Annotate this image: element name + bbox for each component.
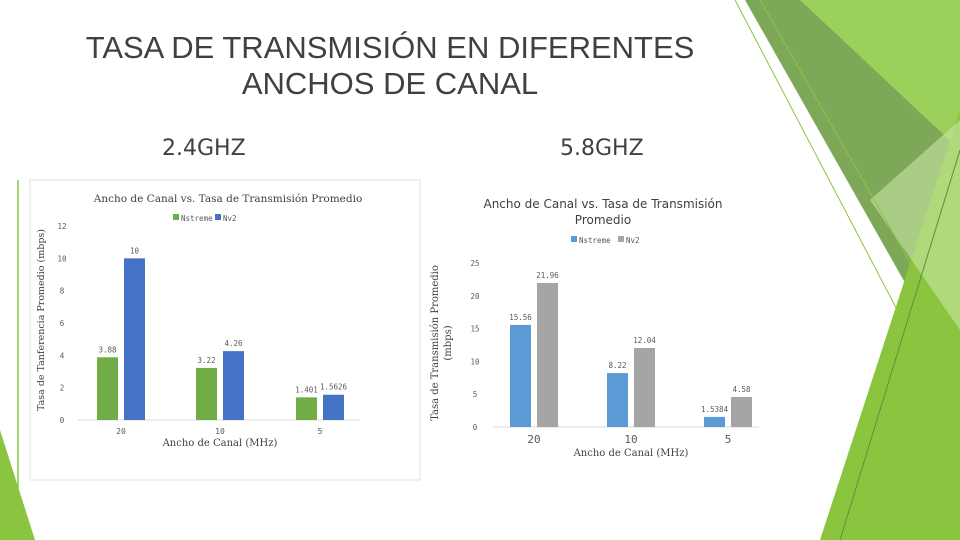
chart-2-data-label: 4.58 bbox=[732, 385, 751, 394]
chart-2-legend: Nstreme Nv2 bbox=[571, 236, 640, 245]
legend-label-nv2: Nv2 bbox=[626, 236, 640, 245]
chart-1-y-tick-label: 2 bbox=[60, 384, 65, 393]
chart-2-data-label: 12.04 bbox=[633, 336, 656, 345]
chart-2-y-axis-label-line-1: Tasa de Transmisión Promedio bbox=[430, 265, 441, 421]
chart-1-x-tick-label: 5 bbox=[318, 427, 323, 436]
chart-1-y-tick-label: 12 bbox=[57, 222, 66, 231]
chart-2-bar-nstreme bbox=[704, 416, 725, 427]
slide-title-line-1: TASA DE TRANSMISIÓN EN DIFERENTES bbox=[85, 30, 695, 65]
slide-title-line-2: ANCHOS DE CANAL bbox=[241, 66, 539, 101]
chart-1-y-axis-label: Tasa de Tanferencia Promedio (mbps) bbox=[36, 229, 47, 411]
chart-1-bar-nstreme bbox=[296, 397, 317, 420]
decor-facet-light bbox=[800, 0, 960, 150]
chart-1-legend: Nstreme Nv2 bbox=[173, 214, 237, 223]
chart-2-bar-nv2 bbox=[634, 348, 655, 427]
chart-1-data-label: 1.5626 bbox=[320, 383, 348, 392]
decor-facet-pale bbox=[870, 120, 960, 330]
chart-1-data-label: 3.22 bbox=[197, 356, 215, 365]
chart-1-y-tick-label: 4 bbox=[60, 351, 65, 360]
chart-2-x-tick-label: 20 bbox=[527, 433, 540, 446]
legend-swatch-nv2 bbox=[618, 236, 624, 242]
chart-1-bar-nstreme bbox=[196, 367, 217, 420]
chart-2-y-tick-label: 25 bbox=[470, 259, 479, 268]
chart-2-data-label: 21.96 bbox=[536, 271, 559, 280]
chart-1-bar-nv2 bbox=[323, 394, 344, 420]
chart-1-x-tick-label: 10 bbox=[215, 427, 225, 436]
chart-1-data-label: 1.401 bbox=[295, 385, 318, 394]
chart-2-title-line-1: Ancho de Canal vs. Tasa de Transmisión bbox=[483, 197, 722, 211]
chart-1-bar-nv2 bbox=[124, 258, 145, 420]
chart-1-x-axis-label: Ancho de Canal (MHz) bbox=[162, 438, 278, 449]
label-5-8ghz: 5.8GHZ bbox=[560, 136, 644, 161]
chart-2-title-line-2: Promedio bbox=[575, 213, 631, 227]
chart-1-y-tick-label: 6 bbox=[60, 319, 65, 328]
chart-1-title: Ancho de Canal vs. Tasa de Transmisión P… bbox=[93, 193, 363, 205]
legend-swatch-nv2 bbox=[215, 214, 221, 220]
chart-1-y-tick-label: 0 bbox=[60, 416, 65, 425]
chart-5-8ghz: Ancho de Canal vs. Tasa de Transmisión P… bbox=[425, 183, 765, 465]
chart-1-bar-nstreme bbox=[97, 357, 118, 420]
chart-2-data-label: 15.56 bbox=[509, 313, 532, 322]
chart-2-bar-nv2 bbox=[731, 396, 752, 427]
chart-2-data-label: 1.5384 bbox=[701, 405, 729, 414]
legend-swatch-nstreme bbox=[173, 214, 179, 220]
label-2-4ghz: 2.4GHZ bbox=[162, 136, 246, 161]
chart-2-bar-nv2 bbox=[537, 282, 558, 427]
chart-2-y-tick-label: 5 bbox=[473, 390, 478, 399]
chart-1-data-label: 3.88 bbox=[98, 345, 117, 354]
chart-2-bar-nstreme bbox=[607, 373, 628, 427]
chart-1-data-label: 4.26 bbox=[224, 339, 243, 348]
decor-line-1 bbox=[734, 0, 960, 431]
slide-title: TASA DE TRANSMISIÓN EN DIFERENTES ANCHOS… bbox=[60, 30, 720, 102]
chart-2-x-tick-label: 5 bbox=[725, 433, 732, 446]
chart-2-y-tick-label: 10 bbox=[470, 357, 480, 366]
chart-1-y-tick-label: 8 bbox=[60, 287, 65, 296]
chart-1-x-tick-label: 20 bbox=[116, 427, 126, 436]
chart-2-y-axis-label-line-2: (mbps) bbox=[443, 325, 454, 360]
legend-label-nstreme: Nstreme bbox=[579, 236, 611, 245]
chart-2-x-axis-label: Ancho de Canal (MHz) bbox=[573, 448, 689, 459]
decor-line-2 bbox=[759, 0, 960, 351]
chart-2-4ghz: Ancho de Canal vs. Tasa de Transmisión P… bbox=[29, 179, 421, 481]
legend-label-nstreme: Nstreme bbox=[181, 214, 213, 223]
chart-2-data-label: 8.22 bbox=[608, 361, 626, 370]
chart-2-y-tick-label: 0 bbox=[473, 423, 478, 432]
chart-2-bar-nstreme bbox=[510, 324, 531, 427]
legend-swatch-nstreme bbox=[571, 236, 577, 242]
chart-1-y-tick-label: 10 bbox=[57, 254, 67, 263]
decor-line-3 bbox=[839, 149, 960, 540]
chart-1-data-label: 10 bbox=[130, 246, 140, 255]
chart-2-x-tick-label: 10 bbox=[624, 433, 637, 446]
chart-1-bar-nv2 bbox=[223, 351, 244, 420]
chart-2-y-tick-label: 20 bbox=[470, 292, 480, 301]
legend-label-nv2: Nv2 bbox=[223, 214, 237, 223]
chart-1-background bbox=[29, 179, 421, 481]
chart-2-y-tick-label: 15 bbox=[470, 325, 479, 334]
